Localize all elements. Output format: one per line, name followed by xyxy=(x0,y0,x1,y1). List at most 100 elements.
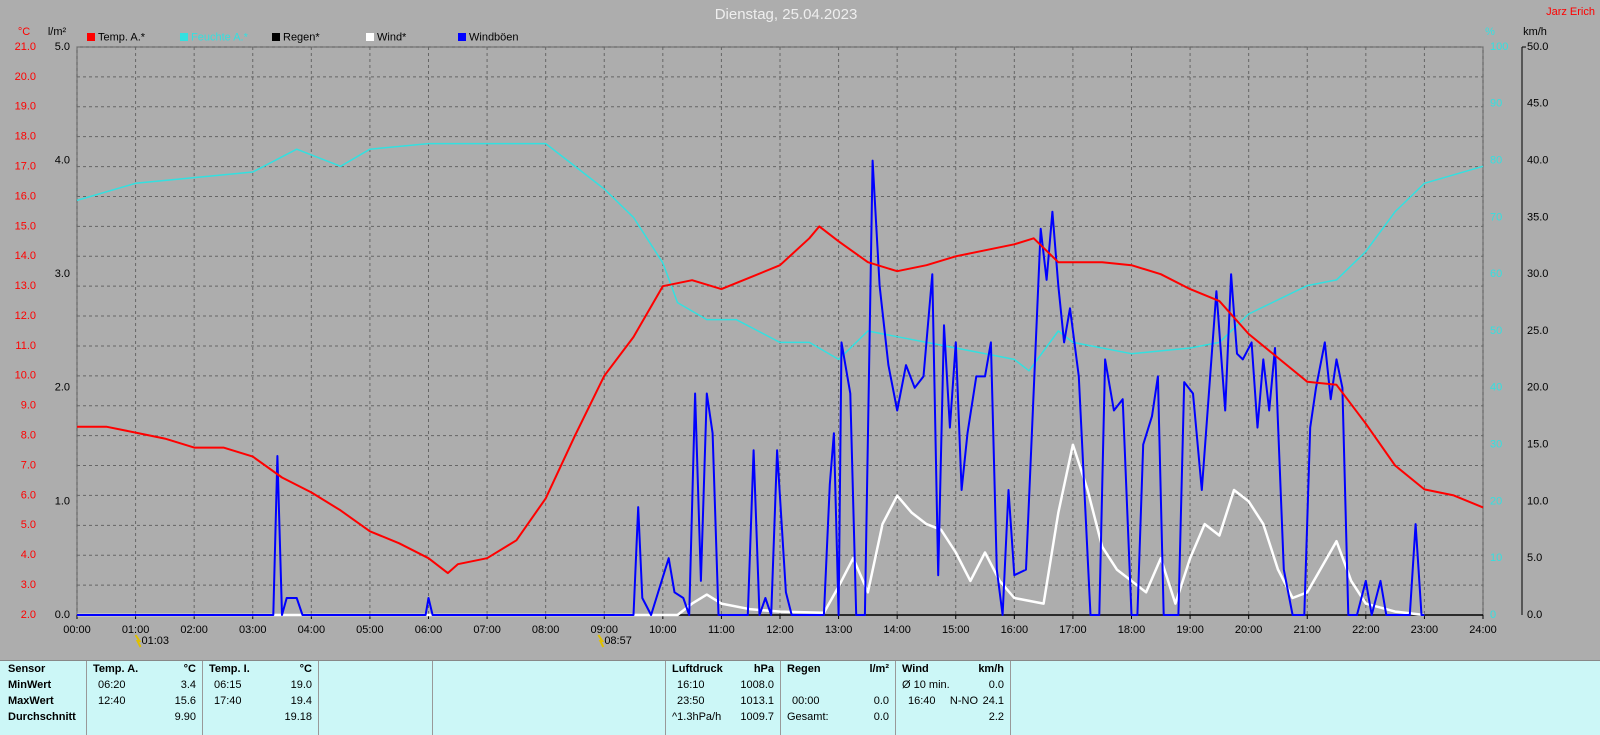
x-tick-label: 00:00 xyxy=(63,624,91,636)
y-tick-label: 3.0 xyxy=(21,579,36,591)
stat-time: 16:40 xyxy=(908,695,936,707)
series-line xyxy=(77,225,1484,575)
y-tick-label: 19.0 xyxy=(15,101,36,113)
divider xyxy=(318,661,319,735)
stat-value: 1008.0 xyxy=(740,679,774,691)
y-tick-label: 5.0 xyxy=(55,41,70,53)
y-tick-label: 12.0 xyxy=(15,310,36,322)
legend-swatch xyxy=(272,33,280,41)
panel-unit: °C xyxy=(299,663,312,675)
panel-unit: l/m² xyxy=(869,663,889,675)
y-tick-label: 40.0 xyxy=(1527,155,1548,167)
y-tick-label: 5.0 xyxy=(21,519,36,531)
y-tick-label: 2.0 xyxy=(55,382,70,394)
stat-dir: N-NO xyxy=(949,695,978,707)
y-tick-label: 0 xyxy=(1490,609,1496,621)
legend-swatch xyxy=(87,33,95,41)
chart: Dienstag, 25.04.2023 Jarz Erich 00:00 01:… xyxy=(14,5,1595,648)
divider xyxy=(202,661,203,735)
panel-header: Temp. I. xyxy=(209,663,250,675)
x-tick-label: 14:00 xyxy=(883,624,911,636)
y-tick-label: 25.0 xyxy=(1527,325,1548,337)
y-tick-label: 5.0 xyxy=(1527,552,1542,564)
panel-unit: km/h xyxy=(978,663,1004,675)
legend-label: Regen* xyxy=(283,31,320,43)
x-tick-label: 06:00 xyxy=(415,624,443,636)
series-line xyxy=(76,142,1484,372)
stat-value: 0.0 xyxy=(988,679,1004,691)
divider xyxy=(895,661,896,735)
legend-label: Feuchte A.* xyxy=(191,31,249,43)
x-tick-label: 17:00 xyxy=(1059,624,1087,636)
legend-label: Temp. A.* xyxy=(98,31,146,43)
y-tick-label: 10 xyxy=(1490,552,1502,564)
x-tick-label: 13:00 xyxy=(825,624,853,636)
y-tick-label: 35.0 xyxy=(1527,211,1548,223)
y-tick-label: 30 xyxy=(1490,439,1502,451)
y-tick-label: 40 xyxy=(1490,382,1502,394)
y-axis-title: l/m² xyxy=(48,26,67,38)
legend-swatch xyxy=(180,33,188,41)
author: Jarz Erich xyxy=(1546,6,1595,18)
panel-header: Regen xyxy=(787,663,821,675)
panel-unit: °C xyxy=(183,663,196,675)
stat-value: 0.0 xyxy=(873,711,889,723)
y-tick-label: 4.0 xyxy=(21,549,36,561)
stat-value: 0.0 xyxy=(873,695,889,707)
y-tick-label: 10.0 xyxy=(1527,495,1548,507)
stats-panel: Sensor MinWert MaxWert Durchschnitt Temp. A.… xyxy=(0,660,1600,735)
x-tick-label: 11:00 xyxy=(708,624,735,636)
y-tick-label: 18.0 xyxy=(15,131,36,143)
stat-time: 12:40 xyxy=(98,695,126,707)
x-tick-label: 20:00 xyxy=(1235,624,1263,636)
stat-time: 00:00 xyxy=(792,695,820,707)
y-tick-label: 10.0 xyxy=(15,370,36,382)
y-tick-label: 80 xyxy=(1490,155,1502,167)
panel-header: Wind xyxy=(902,663,929,675)
x-tick-label: 15:00 xyxy=(942,624,970,636)
x-tick-label: 04:00 xyxy=(298,624,326,636)
stat-time: 06:15 xyxy=(214,679,242,691)
divider xyxy=(665,661,666,735)
y-tick-label: 0.0 xyxy=(1527,609,1542,621)
y-tick-label: 50 xyxy=(1490,325,1502,337)
y-tick-label: 14.0 xyxy=(15,250,36,262)
panel-header: Temp. A. xyxy=(93,663,139,675)
row-label: MinWert xyxy=(8,679,52,691)
sun-icon xyxy=(134,634,142,648)
y-tick-label: 20.0 xyxy=(1527,382,1548,394)
panel-header: Luftdruck xyxy=(672,663,723,675)
annotation: 08:57 xyxy=(604,635,632,647)
y-axis-title: % xyxy=(1485,26,1495,38)
stat-value: 19.0 xyxy=(290,679,312,691)
y-axis-title: °C xyxy=(18,26,30,38)
y-tick-label: 2.0 xyxy=(21,609,36,621)
y-tick-label: 11.0 xyxy=(15,340,36,352)
x-tick-label: 10:00 xyxy=(649,624,677,636)
annotation: 01:03 xyxy=(142,635,170,647)
stat-time: 16:10 xyxy=(677,679,705,691)
y-tick-label: 3.0 xyxy=(55,268,70,280)
legend-swatch xyxy=(366,33,374,41)
y-tick-label: 50.0 xyxy=(1527,41,1548,53)
y-tick-label: 4.0 xyxy=(55,155,70,167)
y-tick-label: 0.0 xyxy=(55,609,70,621)
chart-title: Dienstag, 25.04.2023 xyxy=(715,6,858,23)
series-line xyxy=(77,159,1425,616)
x-tick-label: 09:00 xyxy=(590,624,618,636)
x-tick-label: 01:00 xyxy=(122,624,150,636)
y-tick-label: 21.0 xyxy=(15,41,36,53)
y-tick-label: 70 xyxy=(1490,211,1502,223)
stat-value: 2.2 xyxy=(988,711,1004,723)
stat-value: 19.4 xyxy=(290,695,312,707)
y-tick-label: 17.0 xyxy=(15,160,36,172)
legend-label: Windböen xyxy=(469,31,519,43)
x-tick-label: 18:00 xyxy=(1118,624,1146,636)
x-tick-label: 16:00 xyxy=(1001,624,1029,636)
stat-time: Gesamt: xyxy=(787,711,829,723)
y-tick-label: 30.0 xyxy=(1527,268,1548,280)
stat-time: Ø 10 min. xyxy=(902,679,950,691)
stat-value: 1013.1 xyxy=(740,695,774,707)
series-line xyxy=(77,443,1425,617)
